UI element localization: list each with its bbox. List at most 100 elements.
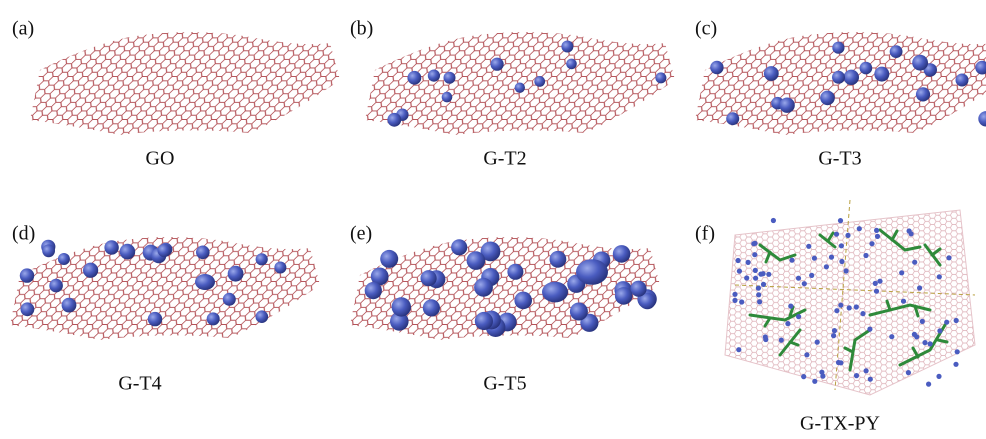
cluster	[542, 282, 568, 303]
dot	[739, 299, 744, 304]
dot	[944, 320, 949, 325]
sphere	[890, 45, 903, 58]
dot	[839, 243, 844, 248]
dot	[955, 349, 960, 354]
dot	[737, 269, 742, 274]
sphere	[444, 72, 456, 84]
cluster	[576, 259, 608, 285]
panel-label: (e)	[350, 223, 372, 245]
panel-caption: G-T5	[483, 373, 526, 395]
sphere	[550, 251, 567, 268]
sphere	[779, 98, 794, 113]
dot	[920, 319, 925, 324]
dot	[860, 311, 865, 316]
dot	[917, 285, 922, 290]
dot	[912, 332, 917, 337]
figure: (a)GO(b)G-T2(c)G-T3(d)G-T4(e)G-T5(f)G-TX…	[0, 0, 986, 439]
dot	[785, 321, 790, 326]
panel-label: (c)	[695, 18, 717, 40]
sphere	[916, 87, 930, 101]
dot	[906, 370, 911, 375]
sphere	[20, 268, 34, 282]
sphere	[515, 83, 525, 93]
dot	[854, 304, 859, 309]
dot	[789, 258, 794, 263]
sphere	[392, 297, 411, 316]
dot	[766, 272, 771, 277]
sphere	[148, 312, 162, 326]
sphere	[514, 292, 532, 310]
dot	[779, 338, 784, 343]
dot	[953, 362, 958, 367]
dot	[829, 255, 834, 260]
dot	[922, 340, 927, 345]
panel-label: (b)	[350, 18, 373, 40]
dot	[815, 340, 820, 345]
dot	[819, 370, 824, 375]
sphere	[21, 302, 35, 316]
dot	[954, 318, 959, 323]
sphere	[474, 278, 493, 297]
panel-label: (f)	[695, 223, 715, 245]
panel-caption: G-T2	[483, 148, 526, 170]
panel-caption: G-TX-PY	[800, 413, 880, 435]
dot	[857, 226, 862, 231]
dot	[802, 281, 807, 286]
dot	[744, 275, 749, 280]
dot	[899, 270, 904, 275]
dot	[757, 299, 762, 304]
sphere	[49, 279, 63, 293]
dot	[736, 258, 741, 263]
dot	[752, 252, 757, 257]
dot	[834, 232, 839, 237]
sphere	[820, 91, 835, 106]
sphere	[196, 246, 210, 260]
dot	[756, 286, 761, 291]
panel-caption: GO	[146, 148, 175, 170]
sphere	[421, 270, 437, 286]
composite-sheets	[725, 200, 975, 395]
dot	[812, 256, 817, 261]
sphere	[255, 310, 268, 323]
dot	[868, 377, 873, 382]
dot	[838, 303, 843, 308]
dot	[756, 292, 761, 297]
dot	[771, 218, 776, 223]
sphere	[534, 76, 545, 87]
dot	[839, 259, 844, 264]
sphere	[956, 74, 969, 87]
dot	[867, 327, 872, 332]
dot	[869, 241, 874, 246]
sphere	[613, 245, 631, 263]
dot	[912, 260, 917, 265]
sphere	[104, 240, 118, 254]
dot	[863, 253, 868, 258]
dot	[936, 374, 941, 379]
dot	[946, 255, 951, 260]
dot	[877, 279, 882, 284]
dot	[796, 314, 801, 319]
sphere	[408, 71, 422, 85]
dot	[845, 233, 850, 238]
sphere	[83, 263, 98, 278]
dot	[838, 218, 843, 223]
sphere	[630, 281, 646, 297]
dot	[804, 352, 809, 357]
sphere	[507, 264, 523, 280]
sphere	[912, 55, 928, 71]
dot	[926, 382, 931, 387]
dot	[834, 308, 839, 313]
sphere	[428, 70, 440, 82]
panel-caption: G-T4	[118, 373, 161, 395]
panel-label: (a)	[12, 18, 34, 40]
sphere	[158, 244, 171, 257]
sphere	[274, 262, 286, 274]
dot	[937, 328, 942, 333]
sphere	[120, 244, 136, 260]
dot	[761, 282, 766, 287]
dot	[875, 234, 880, 239]
panel-caption: G-T3	[818, 148, 861, 170]
sphere	[42, 244, 55, 257]
dot	[746, 260, 751, 265]
dot	[812, 379, 817, 384]
